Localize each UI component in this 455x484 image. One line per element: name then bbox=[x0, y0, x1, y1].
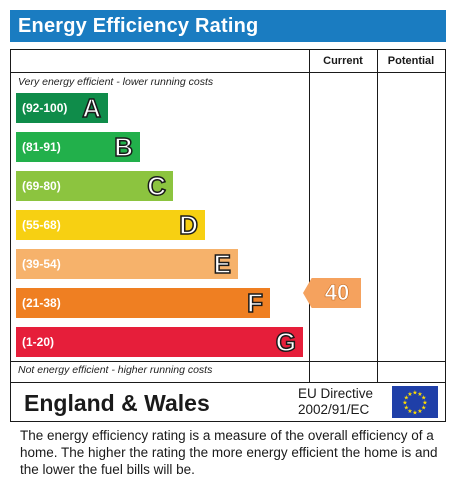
star-icon: ★ bbox=[422, 400, 427, 407]
current-rating-arrow: 40 bbox=[303, 278, 361, 308]
chart-title: Energy Efficiency Rating bbox=[10, 10, 446, 42]
band-letter: F bbox=[246, 287, 263, 319]
star-icon: ★ bbox=[404, 405, 409, 412]
star-icon: ★ bbox=[402, 400, 407, 407]
star-icon: ★ bbox=[417, 408, 422, 415]
current-rating-value: 40 bbox=[324, 280, 350, 306]
top-note: Very energy efficient - lower running co… bbox=[18, 76, 214, 88]
band-letter: B bbox=[113, 131, 133, 163]
band-f: (21-38) F bbox=[16, 287, 270, 319]
band-a: (92-100) A bbox=[16, 92, 108, 124]
band-letter: C bbox=[146, 170, 166, 202]
bottom-divider bbox=[11, 361, 445, 362]
potential-column-header: Potential bbox=[387, 55, 435, 67]
eu-flag-icon: ★ ★ ★ ★ ★ ★ ★ ★ ★ ★ ★ ★ bbox=[392, 386, 438, 418]
band-g: (1-20) G bbox=[16, 326, 303, 358]
star-icon: ★ bbox=[421, 405, 426, 412]
band-b: (81-91) B bbox=[16, 131, 140, 163]
band-letter: G bbox=[275, 326, 297, 358]
bottom-note: Not energy efficient - higher running co… bbox=[18, 364, 213, 376]
band-range: (55-68) bbox=[22, 218, 61, 232]
band-range: (39-54) bbox=[22, 257, 61, 271]
star-icon: ★ bbox=[421, 395, 426, 402]
star-icon: ★ bbox=[404, 395, 409, 402]
band-range: (21-38) bbox=[22, 296, 61, 310]
current-column-divider bbox=[309, 50, 310, 382]
eu-directive: EU Directive 2002/91/EC bbox=[298, 386, 373, 418]
band-range: (81-91) bbox=[22, 140, 61, 154]
star-icon: ★ bbox=[417, 391, 422, 398]
directive-line-1: EU Directive bbox=[298, 386, 374, 401]
star-icon: ★ bbox=[407, 391, 412, 398]
band-d: (55-68) D bbox=[16, 209, 205, 241]
band-range: (69-80) bbox=[22, 179, 61, 193]
potential-column-divider bbox=[377, 50, 378, 382]
star-icon: ★ bbox=[412, 410, 417, 417]
band-range: (1-20) bbox=[22, 335, 55, 349]
star-icon: ★ bbox=[407, 408, 412, 415]
current-column-header: Current bbox=[323, 55, 363, 67]
band-letter: A bbox=[81, 92, 101, 124]
header-divider bbox=[11, 72, 445, 73]
band-letter: D bbox=[178, 209, 198, 241]
directive-line-2: 2002/91/EC bbox=[298, 402, 370, 417]
band-range: (92-100) bbox=[22, 101, 68, 115]
rating-table: Current Potential Very energy efficient … bbox=[10, 49, 446, 383]
band-c: (69-80) C bbox=[16, 170, 173, 202]
region-label: England & Wales bbox=[24, 390, 210, 416]
star-icon: ★ bbox=[412, 390, 417, 397]
band-e: (39-54) E bbox=[16, 248, 238, 280]
footer-bar: England & Wales EU Directive 2002/91/EC … bbox=[10, 382, 446, 422]
band-letter: E bbox=[213, 248, 232, 280]
description-text: The energy efficiency rating is a measur… bbox=[20, 428, 438, 477]
